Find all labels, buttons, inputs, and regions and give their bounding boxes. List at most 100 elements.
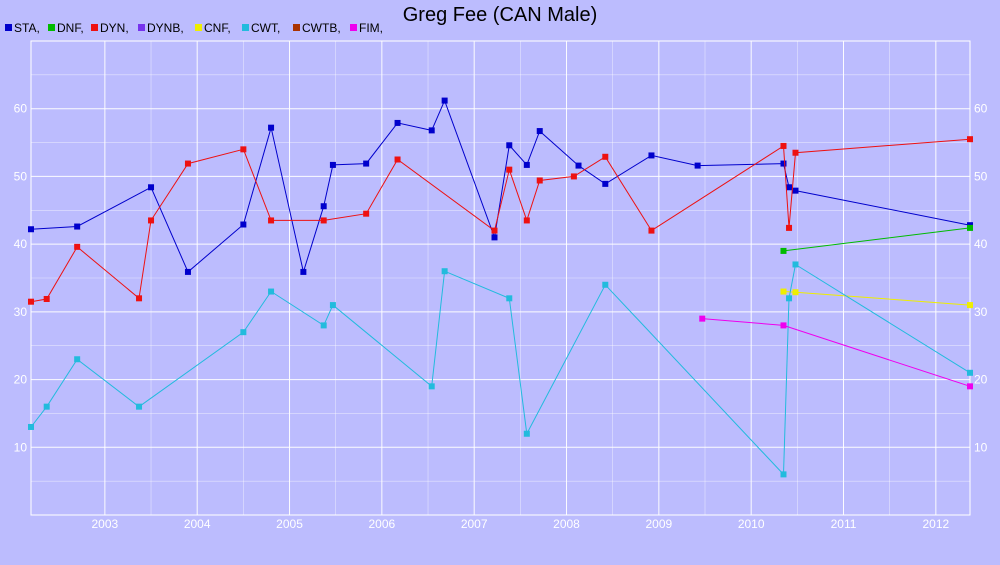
- data-point: [786, 295, 793, 302]
- data-point: [329, 161, 336, 168]
- data-point: [240, 146, 247, 153]
- data-point: [148, 217, 155, 224]
- data-point: [320, 203, 327, 210]
- data-point: [136, 295, 143, 302]
- data-point: [320, 322, 327, 329]
- series-layer: [28, 97, 973, 478]
- series-sta: [28, 97, 973, 275]
- data-point: [523, 217, 530, 224]
- legend-item: CNF,: [195, 21, 231, 35]
- x-tick-label: 2011: [831, 517, 857, 531]
- data-point: [780, 160, 787, 167]
- data-point: [148, 184, 155, 191]
- data-point: [184, 268, 191, 275]
- legend-item: FIM,: [350, 21, 383, 35]
- data-point: [602, 153, 609, 160]
- x-tick-label: 2010: [738, 517, 765, 531]
- data-point: [136, 403, 143, 410]
- legend-swatch: [91, 24, 98, 31]
- data-point: [786, 224, 793, 231]
- data-point: [699, 315, 706, 322]
- data-point: [967, 302, 973, 309]
- data-point: [602, 281, 609, 288]
- data-point: [363, 160, 370, 167]
- data-point: [780, 247, 787, 254]
- data-point: [536, 177, 543, 184]
- data-point: [780, 471, 787, 478]
- data-point: [320, 217, 327, 224]
- x-tick-label: 2009: [645, 517, 672, 531]
- y-tick-label-right: 20: [974, 373, 988, 387]
- data-point: [967, 383, 973, 390]
- y-tick-label-right: 60: [974, 102, 988, 116]
- series-dyn: [28, 136, 973, 305]
- legend-label: CNF,: [204, 21, 231, 35]
- series-line: [783, 227, 971, 252]
- data-point: [268, 217, 275, 224]
- x-tick-label: 2005: [276, 517, 303, 531]
- data-point: [394, 156, 401, 163]
- data-point: [792, 149, 799, 156]
- data-point: [506, 166, 513, 173]
- data-point: [300, 268, 307, 275]
- y-tick-label-left: 50: [14, 169, 28, 183]
- legend: STA, DNF, DYN, DYNB, CNF, CWT, CWTB, FIM,: [5, 21, 383, 35]
- data-point: [967, 136, 973, 143]
- data-point: [967, 369, 973, 376]
- data-point: [268, 124, 275, 131]
- y-tick-label-right: 10: [974, 440, 988, 454]
- data-point: [28, 298, 34, 305]
- legend-label: CWTB,: [302, 21, 341, 35]
- data-point: [780, 288, 787, 295]
- y-tick-label-left: 60: [14, 102, 28, 116]
- legend-item: STA,: [5, 21, 40, 35]
- y-tick-label-right: 30: [974, 305, 988, 319]
- legend-swatch: [242, 24, 249, 31]
- x-tick-label: 2003: [92, 517, 119, 531]
- data-point: [694, 162, 701, 169]
- data-point: [240, 221, 247, 228]
- data-point: [575, 162, 582, 169]
- data-point: [28, 423, 34, 430]
- x-tick-label: 2008: [553, 517, 580, 531]
- x-axis-ticks: 2003 2004 2005 2006 2007 2008 2009 2010 2011 2012: [92, 517, 950, 531]
- legend-label: DYNB,: [147, 21, 184, 35]
- y-tick-label-right: 40: [974, 237, 988, 251]
- legend-swatch: [350, 24, 357, 31]
- legend-swatch: [5, 24, 12, 31]
- y-tick-label-right: 50: [974, 169, 988, 183]
- x-tick-label: 2006: [369, 517, 396, 531]
- data-point: [329, 302, 336, 309]
- data-point: [967, 224, 973, 231]
- series-cwt: [28, 261, 973, 478]
- legend-label: DYN,: [100, 21, 129, 35]
- data-point: [491, 227, 498, 234]
- legend-swatch: [293, 24, 300, 31]
- data-point: [74, 243, 81, 250]
- legend-label: CWT,: [251, 21, 280, 35]
- data-point: [441, 268, 448, 275]
- legend-swatch: [195, 24, 202, 31]
- data-point: [394, 119, 401, 126]
- data-point: [648, 152, 655, 159]
- data-point: [780, 322, 787, 329]
- data-point: [523, 161, 530, 168]
- series-fim: [699, 315, 973, 390]
- x-tick-label: 2004: [184, 517, 211, 531]
- series-line: [30, 138, 971, 303]
- y-tick-label-left: 40: [14, 237, 28, 251]
- legend-item: DNF,: [48, 21, 84, 35]
- series-cnf: [780, 288, 973, 309]
- y-tick-label-left: 30: [14, 305, 28, 319]
- y-tick-label-left: 20: [14, 373, 28, 387]
- legend-swatch: [138, 24, 145, 31]
- data-point: [43, 403, 50, 410]
- data-point: [74, 223, 81, 230]
- data-point: [506, 295, 513, 302]
- data-point: [28, 226, 34, 233]
- x-tick-label: 2012: [922, 517, 949, 531]
- data-point: [792, 289, 799, 296]
- data-point: [363, 210, 370, 217]
